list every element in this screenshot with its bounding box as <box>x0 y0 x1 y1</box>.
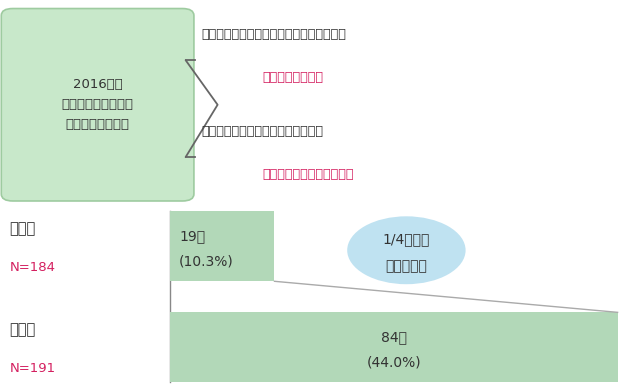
Text: 1/4以下に: 1/4以下に <box>383 232 430 246</box>
FancyBboxPatch shape <box>1 9 194 201</box>
Text: 84名: 84名 <box>381 331 406 345</box>
Text: 訪問が完了できなかった者: 訪問が完了できなかった者 <box>262 168 354 181</box>
Text: 未介入: 未介入 <box>10 322 36 337</box>
Ellipse shape <box>347 217 466 284</box>
Text: (44.0%): (44.0%) <box>366 356 421 370</box>
Text: N=184: N=184 <box>10 261 56 274</box>
Text: 2016年度
介護予防アンケート
「低栄養」該当者: 2016年度 介護予防アンケート 「低栄養」該当者 <box>61 78 134 131</box>
Text: 抑えられる: 抑えられる <box>385 260 428 274</box>
Text: N=191: N=191 <box>10 362 56 375</box>
Text: 未介入：拒否または不在などにより: 未介入：拒否または不在などにより <box>202 125 324 139</box>
Text: 訪問が完了した者: 訪問が完了した者 <box>262 71 323 84</box>
Bar <box>170 211 275 281</box>
Text: 介　入: 介 入 <box>10 222 36 236</box>
Text: (10.3%): (10.3%) <box>179 255 234 269</box>
Text: 介　入：管理栄養士による６か月に３回の: 介 入：管理栄養士による６か月に３回の <box>202 28 346 42</box>
Bar <box>170 312 618 382</box>
Text: 19名: 19名 <box>179 230 205 244</box>
